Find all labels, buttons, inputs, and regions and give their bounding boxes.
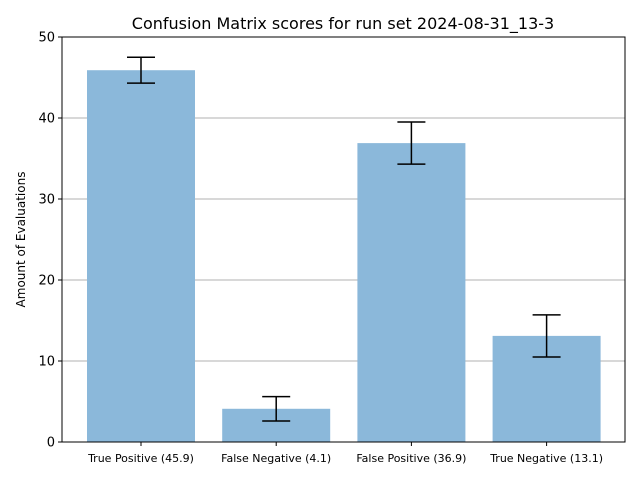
bar [87,70,195,443]
y-tick-label: 40 [38,112,55,127]
y-tick-label: 50 [38,31,55,46]
x-tick-label: False Positive (36.9) [356,452,466,465]
y-axis: 0 10 20 30 40 50 [38,31,62,451]
bar [357,143,466,443]
error-bar [127,56,155,84]
error-bars [127,56,561,422]
y-tick-label: 0 [47,436,55,451]
error-bar [532,314,561,358]
error-bar [262,395,291,422]
x-tick-label: True Negative (13.1) [489,452,603,465]
y-axis-label: Amount of Evaluations [14,172,28,308]
error-bar [397,121,426,165]
x-tick-label: True Positive (45.9) [87,452,194,465]
y-tick-label: 30 [38,193,55,208]
x-tick-label: False Negative (4.1) [221,452,331,465]
y-tick-label: 10 [38,355,55,370]
x-axis: True Positive (45.9) False Negative (4.1)… [87,442,603,465]
y-tick-label: 20 [38,274,55,289]
plot-frame [61,36,626,443]
chart-title: Confusion Matrix scores for run set 2024… [132,14,554,34]
